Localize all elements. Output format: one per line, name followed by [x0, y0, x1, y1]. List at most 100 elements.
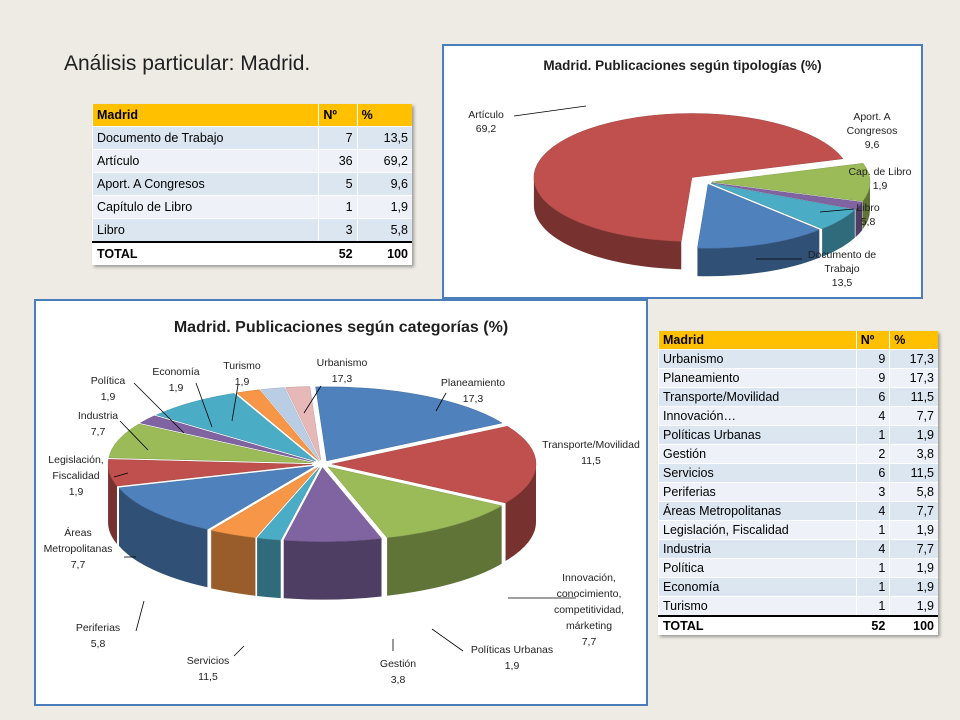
cell-percent: 5,8: [889, 482, 938, 502]
data-label-urbanismo: Urbanismo 17,3: [317, 357, 368, 385]
cell-percent: 7,7: [889, 501, 938, 521]
slice-cap-de-libro: [711, 182, 863, 210]
cell-label: Turismo: [658, 596, 857, 616]
categorias-chart-panel: Madrid. Publicaciones según categorías (…: [34, 299, 648, 706]
slice-innovacion-conocimiento-competitividad-marketing: [283, 467, 383, 542]
cell-percent: 11,5: [889, 463, 938, 483]
table-total-row: TOTAL 52 100: [658, 615, 938, 635]
slice-side-gestion: [211, 530, 256, 596]
cell-count: 1: [855, 520, 890, 540]
table-row: Transporte/Movilidad 6 11,5: [658, 387, 938, 407]
table-row: Industria 4 7,7: [658, 539, 938, 559]
table-row: Turismo 1 1,9: [658, 596, 938, 616]
header-cell: Nº: [318, 104, 358, 127]
cell-percent: 5,8: [356, 218, 412, 242]
table-row: Política 1 1,9: [658, 558, 938, 578]
cell-label: Urbanismo: [658, 349, 857, 369]
leader-line: [233, 645, 245, 657]
data-label-legislacion-fiscalidad: Legislación, Fiscalidad 1,9: [48, 454, 103, 498]
slice-side-planeamiento: [505, 464, 536, 561]
slice-side-articulo: [533, 177, 682, 270]
cell-label: Libro: [91, 218, 319, 242]
slice-aport-a-congresos: [711, 163, 871, 202]
cell-percent: 1,9: [889, 520, 938, 540]
data-label-gestion: Gestión 3,8: [380, 658, 416, 686]
data-label-documento-de-trabajo: Documento de Trabajo 13,5: [808, 249, 876, 289]
chart-title: Madrid. Publicaciones según tipologías (…: [543, 58, 822, 73]
slice-side-transporte-movilidad: [387, 505, 502, 596]
table-header-row: Madrid Nº %: [91, 104, 412, 127]
tipologias-table: Madrid Nº % Documento de Trabajo 7 13,5 Ar…: [91, 104, 412, 265]
slice-economia: [260, 387, 320, 461]
header-cell: Madrid: [91, 104, 319, 127]
cell-label: Industria: [658, 539, 857, 559]
slice-libro: [710, 183, 856, 230]
cell-percent: 17,3: [889, 368, 938, 388]
cell-count: 1: [855, 596, 890, 616]
table-row: Políticas Urbanas 1 1,9: [658, 425, 938, 445]
leader-line: [231, 384, 239, 422]
total-percent: 100: [889, 615, 938, 635]
table-row: Gestión 2 3,8: [658, 444, 938, 464]
table-row: Libro 3 5,8: [91, 218, 412, 242]
cell-percent: 17,3: [889, 349, 938, 369]
header-cell: %: [889, 331, 938, 350]
header-cell: Nº: [855, 331, 890, 350]
data-label-cap-de-libro: Cap. de Libro 1,9: [848, 166, 911, 192]
data-label-transporte-movilidad: Transporte/Movilidad 11,5: [542, 439, 640, 467]
cell-count: 4: [855, 501, 890, 521]
cell-label: Gestión: [658, 444, 857, 464]
cell-count: 6: [855, 387, 890, 407]
slice-side-libro: [822, 209, 855, 257]
slice-documento-de-trabajo: [697, 183, 820, 249]
table-row: Aport. A Congresos 5 9,6: [91, 172, 412, 196]
chart-title: Madrid. Publicaciones según categorías (…: [173, 319, 509, 336]
header-cell: %: [356, 104, 412, 127]
tipologias-pie-chart: Documento de Trabajo 13,5 Artículo 69,2 Aport…: [468, 105, 912, 289]
slice-industria: [155, 393, 317, 462]
cell-label: Servicios: [658, 463, 857, 483]
cell-label: Transporte/Movilidad: [658, 387, 857, 407]
cell-count: 1: [855, 425, 890, 445]
cell-count: 1: [855, 577, 890, 597]
cell-percent: 7,7: [889, 406, 938, 426]
slice-side-periferias: [108, 464, 117, 545]
cell-count: 36: [318, 149, 358, 173]
data-label-periferias: Periferias 5,8: [76, 622, 120, 650]
slice-servicios: [118, 465, 315, 530]
table-row: Legislación, Fiscalidad 1 1,9: [658, 520, 938, 540]
total-label: TOTAL: [658, 615, 857, 635]
cell-label: Innovación…: [658, 406, 857, 426]
total-count: 52: [318, 241, 358, 265]
slide-title: Análisis particular: Madrid.: [64, 52, 311, 75]
slice-planeamiento: [331, 425, 537, 504]
table-row: Servicios 6 11,5: [658, 463, 938, 483]
slice-side-cap-de-libro: [855, 202, 863, 238]
data-label-politicas-urbanas: Políticas Urbanas 1,9: [471, 644, 553, 672]
leader-line: [119, 420, 149, 451]
slice-politicas-urbanas: [256, 467, 320, 541]
leader-line: [195, 382, 213, 428]
table-row: Artículo 36 69,2: [91, 149, 412, 173]
data-label-servicios: Servicios 11,5: [187, 655, 230, 683]
cell-count: 3: [318, 218, 358, 242]
slice-areas-metropolitanas: [108, 423, 313, 464]
cell-count: 1: [855, 558, 890, 578]
cell-label: Áreas Metropolitanas: [658, 501, 857, 521]
slice-urbanismo: [315, 386, 503, 462]
cell-percent: 1,9: [889, 425, 938, 445]
table-row: Capítulo de Libro 1 1,9: [91, 195, 412, 219]
data-label-turismo: Turismo 1,9: [223, 360, 261, 388]
cell-percent: 7,7: [889, 539, 938, 559]
slice-articulo: [533, 113, 844, 242]
data-label-aport-a-congresos: Aport. A Congresos 9,6: [847, 111, 898, 151]
cell-count: 9: [855, 349, 890, 369]
cell-percent: 1,9: [356, 195, 412, 219]
data-label-libro: Libro 5,8: [856, 202, 880, 228]
leader-line: [435, 392, 447, 412]
table-row: Planeamiento 9 17,3: [658, 368, 938, 388]
cell-label: Planeamiento: [658, 368, 857, 388]
categorias-pie-chart: Urbanismo 17,3 Planeamiento 17,3 Transporte/…: [44, 357, 640, 686]
cell-percent: 13,5: [356, 126, 412, 150]
slice-gestion: [210, 467, 319, 539]
